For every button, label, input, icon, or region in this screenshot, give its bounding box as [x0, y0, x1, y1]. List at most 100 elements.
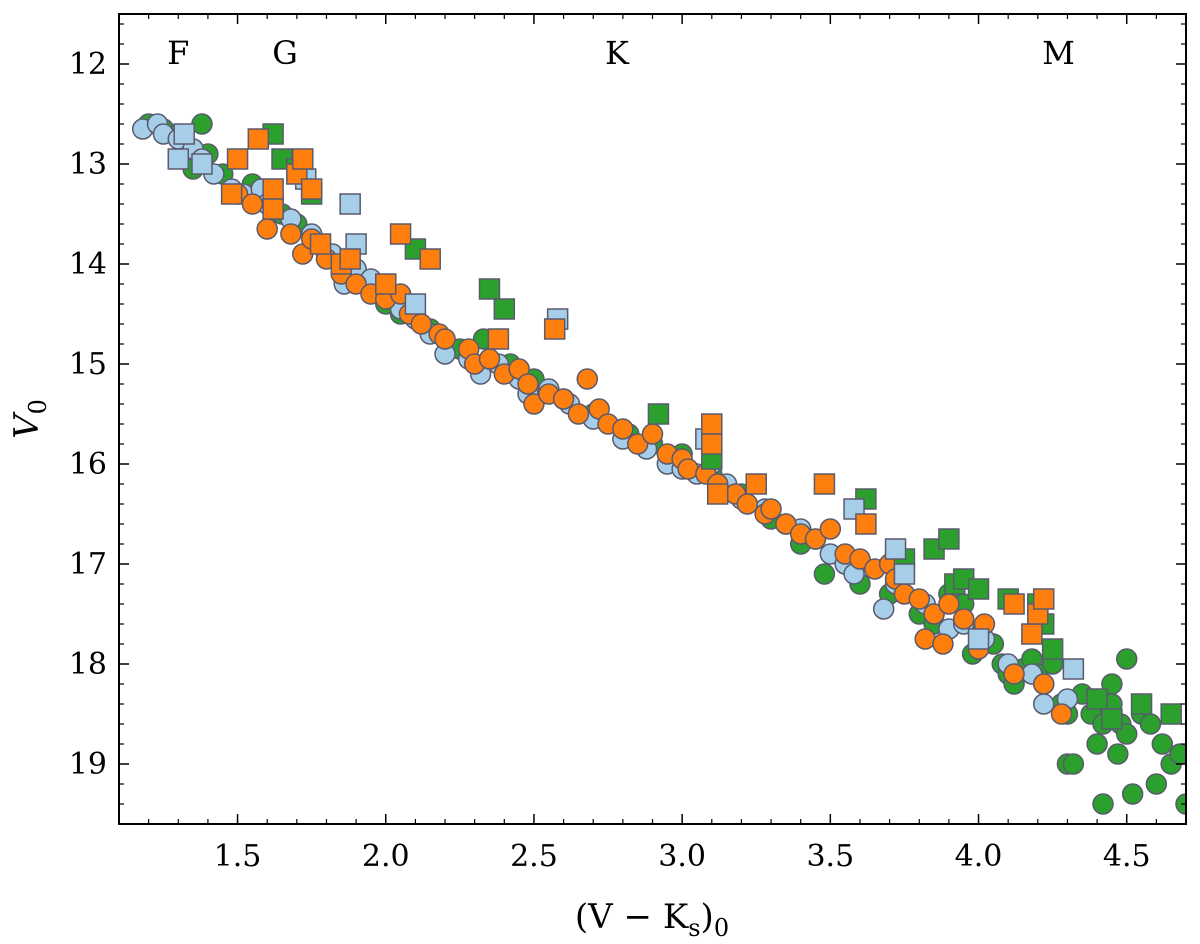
- orange-squares-point: [389, 223, 412, 245]
- blue-squares-point: [893, 563, 916, 585]
- orange-circles-point: [567, 403, 590, 425]
- x-tick-label: 3.0: [658, 839, 706, 874]
- spectral-class-f: F: [167, 34, 189, 72]
- orange-squares-point: [855, 513, 877, 535]
- orange-circles-point: [626, 433, 649, 455]
- orange-circles-point: [938, 593, 960, 615]
- x-tick-label: 3.5: [806, 839, 854, 874]
- green-circles-point: [1151, 733, 1174, 755]
- orange-circles-point: [760, 498, 782, 520]
- green-circles-point: [1107, 743, 1129, 765]
- blue-circles-point: [872, 598, 895, 620]
- plot-markers: [131, 113, 1186, 815]
- blue-squares-point: [167, 148, 190, 170]
- orange-squares-point: [226, 148, 249, 170]
- green-squares-point: [1041, 638, 1064, 660]
- orange-circles-point: [849, 548, 871, 570]
- orange-circles-point: [612, 418, 634, 440]
- axis-ticks: 1.5 2.0 2.5 3.0 3.5 4.0 4.5 12 13 14 15 16 17 18 19: [69, 14, 1187, 874]
- orange-circles-point: [1050, 703, 1073, 725]
- green-squares-point: [1101, 708, 1123, 730]
- orange-squares-point: [487, 328, 510, 350]
- orange-squares-point: [262, 178, 284, 200]
- orange-squares-point: [300, 178, 323, 200]
- blue-squares-point: [967, 628, 990, 650]
- y-axis-title: V0: [7, 399, 52, 439]
- x-tick-label: 4.5: [1103, 839, 1151, 874]
- blue-squares-point: [173, 123, 195, 145]
- y-tick-label: 12: [69, 47, 107, 82]
- orange-circles-point: [434, 328, 456, 350]
- green-circles-point: [1062, 753, 1085, 775]
- y-tick-label: 15: [69, 347, 107, 382]
- orange-squares-point: [1021, 623, 1043, 645]
- orange-squares-point: [701, 433, 723, 455]
- orange-circles-point: [677, 458, 699, 480]
- green-squares-point: [1160, 703, 1182, 725]
- orange-circles-point: [908, 588, 930, 610]
- green-squares-point: [938, 528, 960, 550]
- green-circles-point: [813, 563, 836, 585]
- orange-circles-point: [641, 423, 664, 445]
- green-circles-point: [1139, 713, 1162, 735]
- orange-circles-point: [952, 608, 975, 630]
- y-tick-label: 17: [69, 547, 107, 582]
- x-tick-label: 1.5: [214, 839, 262, 874]
- orange-circles-point: [1003, 663, 1025, 685]
- orange-circles-point: [552, 388, 575, 410]
- orange-circles-point: [914, 628, 936, 650]
- orange-circles-point: [410, 313, 433, 335]
- orange-squares-point: [247, 128, 270, 150]
- orange-circles-point: [256, 218, 278, 240]
- orange-squares-point: [309, 233, 332, 255]
- blue-squares-point: [339, 193, 361, 215]
- orange-squares-point: [701, 413, 723, 435]
- orange-squares-point: [1032, 588, 1055, 610]
- orange-squares-point: [375, 273, 397, 295]
- orange-circles-point: [736, 493, 759, 515]
- green-circles-point: [1115, 648, 1138, 670]
- y-tick-label: 14: [69, 247, 107, 282]
- orange-circles-point: [932, 633, 954, 655]
- spectral-class-g: G: [272, 34, 298, 72]
- orange-circles-point: [523, 393, 545, 415]
- green-squares-point: [493, 298, 516, 320]
- blue-squares-point: [1062, 658, 1085, 680]
- orange-squares-point: [262, 198, 284, 220]
- green-squares-point: [1130, 693, 1153, 715]
- orange-squares-point: [543, 318, 566, 340]
- spectral-class-m: M: [1042, 34, 1075, 72]
- orange-circles-point: [517, 373, 539, 395]
- orange-squares-point: [339, 248, 361, 270]
- green-squares-point: [647, 403, 670, 425]
- orange-circles-point: [576, 368, 599, 390]
- spectral-class-k: K: [605, 34, 630, 72]
- green-squares-point: [967, 578, 990, 600]
- green-circles-point: [1121, 783, 1144, 805]
- x-tick-label: 2.5: [510, 839, 558, 874]
- y-tick-label: 18: [69, 647, 107, 682]
- orange-circles-point: [280, 223, 302, 245]
- blue-circles-point: [1032, 693, 1055, 715]
- orange-circles-point: [775, 513, 797, 535]
- orange-circles-point: [241, 193, 264, 215]
- orange-squares-point: [419, 248, 441, 270]
- y-tick-label: 19: [69, 747, 107, 782]
- orange-circles-point: [923, 603, 945, 625]
- y-tick-label: 13: [69, 147, 107, 182]
- x-tick-label: 2.0: [362, 839, 410, 874]
- orange-circles-point: [819, 518, 842, 540]
- x-tick-label: 4.0: [955, 839, 1003, 874]
- orange-squares-point: [745, 473, 767, 495]
- orange-squares-point: [1003, 593, 1025, 615]
- green-circles-point: [1092, 793, 1114, 815]
- green-circles-point: [191, 113, 213, 135]
- green-squares-point: [1086, 688, 1108, 710]
- orange-squares-point: [813, 473, 836, 495]
- orange-circles-point: [1032, 673, 1055, 695]
- green-circles-point: [1169, 743, 1186, 765]
- y-tick-label: 16: [69, 447, 107, 482]
- green-circles-point: [1145, 773, 1168, 795]
- blue-squares-point: [404, 293, 427, 315]
